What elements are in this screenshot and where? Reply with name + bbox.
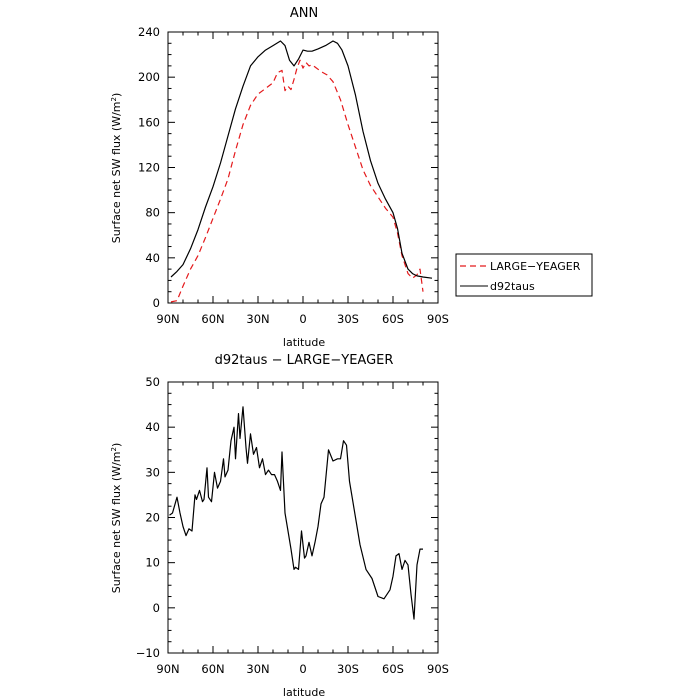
legend: LARGE−YEAGER d92taus bbox=[455, 253, 593, 297]
bottom-y-tick-label: 50 bbox=[145, 375, 160, 389]
top-series-line-large-yeager bbox=[170, 59, 424, 303]
bottom-x-tick-label: 90N bbox=[156, 662, 179, 676]
bottom-x-tick-label: 30N bbox=[246, 662, 269, 676]
top-x-tick-label: 60N bbox=[201, 312, 224, 326]
top-plot-frame bbox=[167, 31, 439, 304]
bottom-y-tick-label: 40 bbox=[145, 420, 160, 434]
bottom-x-tick-label: 90S bbox=[427, 662, 449, 676]
legend-label-large-yeager: LARGE−YEAGER bbox=[490, 260, 581, 273]
legend-label-d92taus: d92taus bbox=[490, 280, 535, 293]
top-y-tick-label: 120 bbox=[138, 161, 160, 175]
top-x-tick-label: 30N bbox=[246, 312, 269, 326]
top-y-tick-label: 40 bbox=[145, 251, 160, 265]
bottom-y-tick-label: 10 bbox=[145, 556, 160, 570]
top-x-axis-label: latitude bbox=[283, 336, 325, 349]
top-y-tick-label: 240 bbox=[138, 25, 160, 39]
top-x-tick-label: 60S bbox=[382, 312, 404, 326]
top-x-tick-label: 90S bbox=[427, 312, 449, 326]
top-y-tick-label: 200 bbox=[138, 70, 160, 84]
top-axis-ticks: 90N 60N 30N 0 30S 60S 90S 0 40 80 120 160 200 240 bbox=[138, 25, 449, 326]
top-x-tick-label: 90N bbox=[156, 312, 179, 326]
bottom-y-tick-label: 0 bbox=[153, 601, 160, 615]
top-y-tick-label: 80 bbox=[145, 206, 160, 220]
bottom-x-tick-label: 0 bbox=[299, 662, 306, 676]
bottom-y-tick-label: 30 bbox=[145, 465, 160, 479]
legend-box bbox=[455, 253, 593, 297]
bottom-x-axis-label: latitude bbox=[283, 686, 325, 699]
bottom-plot-frame bbox=[167, 381, 439, 654]
bottom-y-tick-label: −10 bbox=[136, 646, 160, 660]
top-series-line-d92taus bbox=[170, 40, 433, 279]
top-series-lines bbox=[170, 40, 433, 303]
bottom-y-tick-label: 20 bbox=[145, 511, 160, 525]
top-x-tick-label: 0 bbox=[299, 312, 306, 326]
bottom-panel: d92taus − LARGE−YEAGER 90N 60N 30N 0 30S 60S 9… bbox=[110, 353, 449, 699]
bottom-series-line-difference bbox=[169, 406, 423, 620]
top-panel: ANN 90N 60N 30N 0 30S 60S 90S 0 40 80 120 160 200 240… bbox=[110, 6, 593, 349]
bottom-x-tick-label: 30S bbox=[337, 662, 359, 676]
bottom-series-lines bbox=[169, 406, 423, 620]
bottom-chart-title: d92taus − LARGE−YEAGER bbox=[215, 353, 394, 368]
top-y-axis-label: Surface net SW flux (W/m2) bbox=[110, 93, 123, 244]
bottom-x-tick-label: 60N bbox=[201, 662, 224, 676]
top-chart-title: ANN bbox=[290, 6, 318, 21]
top-y-tick-label: 0 bbox=[153, 296, 160, 310]
bottom-y-axis-label: Surface net SW flux (W/m2) bbox=[110, 443, 123, 594]
top-y-tick-label: 160 bbox=[138, 115, 160, 129]
top-x-tick-label: 30S bbox=[337, 312, 359, 326]
bottom-x-tick-label: 60S bbox=[382, 662, 404, 676]
bottom-axis-ticks: 90N 60N 30N 0 30S 60S 90S −10 0 10 20 30 40 50 bbox=[136, 375, 449, 676]
